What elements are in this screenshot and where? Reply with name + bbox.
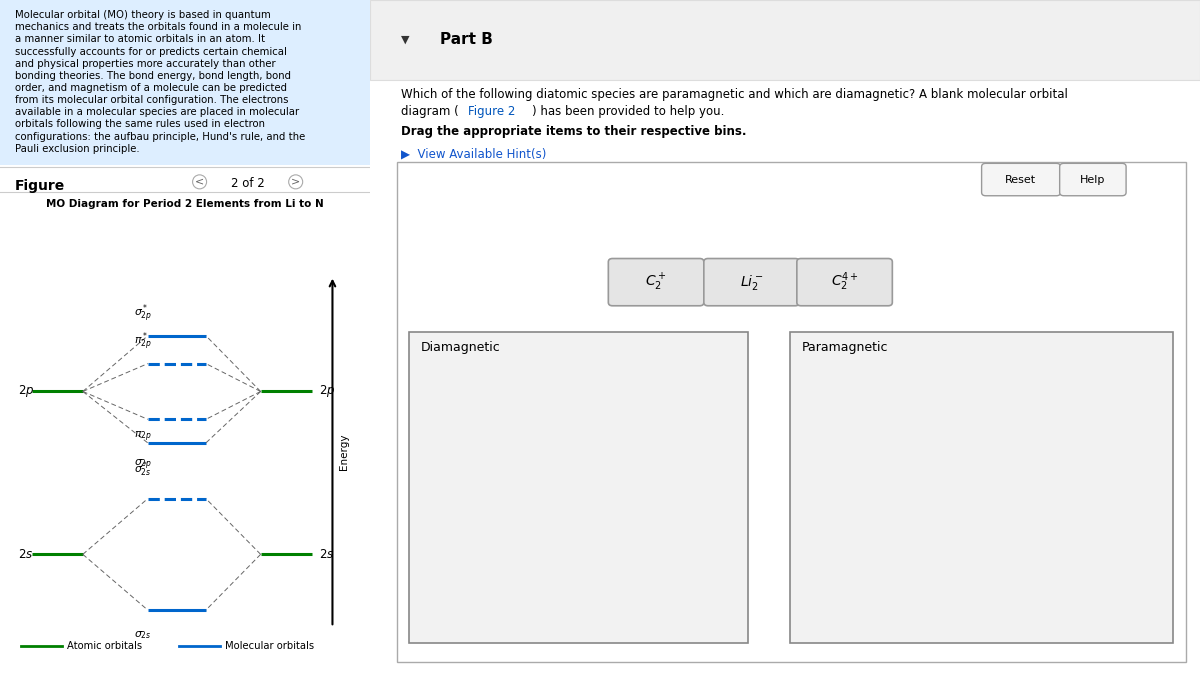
- FancyBboxPatch shape: [790, 332, 1174, 643]
- Text: Atomic orbitals: Atomic orbitals: [67, 641, 143, 651]
- Text: MO Diagram for Period 2 Elements from Li to N: MO Diagram for Period 2 Elements from Li…: [46, 199, 324, 209]
- FancyBboxPatch shape: [397, 162, 1186, 662]
- Text: and physical properties more accurately than other: and physical properties more accurately …: [14, 59, 276, 69]
- Text: $\pi_{2p}$: $\pi_{2p}$: [133, 429, 151, 443]
- Text: orbitals following the same rules used in electron: orbitals following the same rules used i…: [14, 119, 265, 130]
- Text: Figure: Figure: [14, 179, 65, 193]
- Text: >: >: [292, 177, 300, 187]
- FancyBboxPatch shape: [409, 332, 749, 643]
- Text: configurations: the aufbau principle, Hund's rule, and the: configurations: the aufbau principle, Hu…: [14, 132, 305, 142]
- Text: 2 of 2: 2 of 2: [230, 177, 264, 190]
- Text: $2p$: $2p$: [18, 383, 35, 400]
- Text: <: <: [194, 177, 204, 187]
- Text: from its molecular orbital configuration. The electrons: from its molecular orbital configuration…: [14, 95, 288, 105]
- FancyBboxPatch shape: [797, 259, 893, 306]
- Text: Pauli exclusion principle.: Pauli exclusion principle.: [14, 144, 139, 154]
- Text: Reset: Reset: [1006, 175, 1036, 184]
- Text: Paramagnetic: Paramagnetic: [802, 341, 888, 354]
- Text: $\sigma_{2p}$: $\sigma_{2p}$: [133, 458, 151, 472]
- Text: $Li_2^-$: $Li_2^-$: [739, 273, 763, 292]
- Text: a manner similar to atomic orbitals in an atom. It: a manner similar to atomic orbitals in a…: [14, 34, 265, 45]
- Text: $\sigma_{2s}$: $\sigma_{2s}$: [134, 629, 151, 641]
- Text: $2s$: $2s$: [319, 548, 334, 561]
- Text: $C_2^{4+}$: $C_2^{4+}$: [830, 271, 858, 294]
- Text: $C_2^+$: $C_2^+$: [646, 271, 667, 293]
- FancyBboxPatch shape: [370, 0, 1200, 80]
- Text: ▼: ▼: [401, 34, 409, 44]
- Text: diagram (: diagram (: [401, 105, 458, 117]
- Text: $\sigma^*_{2s}$: $\sigma^*_{2s}$: [134, 460, 151, 479]
- Text: mechanics and treats the orbitals found in a molecule in: mechanics and treats the orbitals found …: [14, 22, 301, 32]
- Text: Energy: Energy: [340, 433, 349, 470]
- FancyBboxPatch shape: [982, 163, 1061, 196]
- Text: ) has been provided to help you.: ) has been provided to help you.: [532, 105, 724, 117]
- Text: $2p$: $2p$: [319, 383, 335, 400]
- Text: order, and magnetism of a molecule can be predicted: order, and magnetism of a molecule can b…: [14, 83, 287, 93]
- FancyBboxPatch shape: [0, 0, 370, 165]
- Text: Which of the following diatomic species are paramagnetic and which are diamagnet: Which of the following diatomic species …: [401, 88, 1068, 101]
- Text: Figure 2: Figure 2: [468, 105, 515, 117]
- Text: ▶  View Available Hint(s): ▶ View Available Hint(s): [401, 147, 546, 160]
- FancyBboxPatch shape: [1060, 163, 1126, 196]
- Text: Help: Help: [1080, 175, 1105, 184]
- Text: successfully accounts for or predicts certain chemical: successfully accounts for or predicts ce…: [14, 47, 287, 57]
- Text: available in a molecular species are placed in molecular: available in a molecular species are pla…: [14, 107, 299, 117]
- Text: Diamagnetic: Diamagnetic: [421, 341, 500, 354]
- Text: Molecular orbital (MO) theory is based in quantum: Molecular orbital (MO) theory is based i…: [14, 10, 270, 20]
- Text: $\pi^*_{2p}$: $\pi^*_{2p}$: [133, 331, 151, 353]
- FancyBboxPatch shape: [608, 259, 704, 306]
- Text: bonding theories. The bond energy, bond length, bond: bonding theories. The bond energy, bond …: [14, 71, 290, 81]
- Text: Molecular orbitals: Molecular orbitals: [224, 641, 314, 651]
- FancyBboxPatch shape: [704, 259, 799, 306]
- Text: Drag the appropriate items to their respective bins.: Drag the appropriate items to their resp…: [401, 125, 746, 138]
- Text: $2s$: $2s$: [18, 548, 34, 561]
- Text: Part B: Part B: [440, 32, 493, 47]
- Text: $\sigma^*_{2p}$: $\sigma^*_{2p}$: [133, 303, 151, 325]
